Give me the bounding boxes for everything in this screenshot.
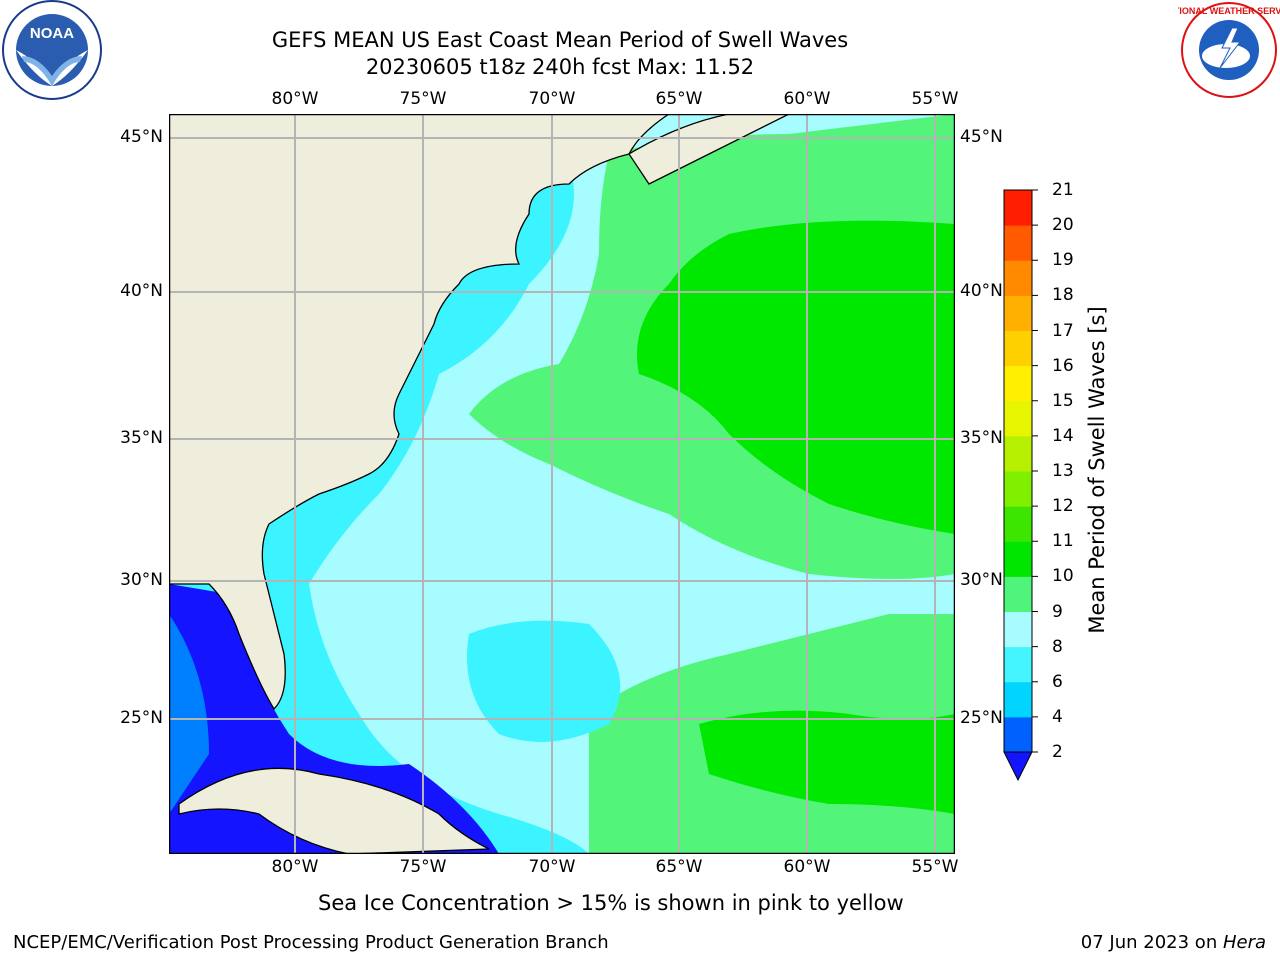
lat-label-right: 45°N	[960, 127, 1003, 147]
colorbar-segment	[1004, 471, 1032, 507]
footer-machine: Hera	[1222, 932, 1266, 953]
colorbar-segment	[1004, 716, 1032, 753]
colorbar-segment	[1004, 576, 1032, 612]
map-title: GEFS MEAN US East Coast Mean Period of S…	[271, 28, 849, 52]
nws-logo: NATIONAL WEATHER SERVICE	[1178, 2, 1280, 98]
lat-label-right: 35°N	[960, 428, 1003, 448]
colorbar-segment	[1004, 260, 1032, 296]
colorbar-tick-label: 13	[1052, 461, 1074, 481]
footer-branch: NCEP/EMC/Verification Post Processing Pr…	[13, 932, 609, 953]
colorbar-tick-label: 11	[1052, 531, 1074, 552]
lat-label-right: 40°N	[960, 281, 1003, 301]
lon-label-top: 80°W	[271, 89, 319, 109]
lon-label-bottom: 80°W	[271, 857, 319, 877]
colorbar-segment	[1004, 225, 1032, 261]
nws-logo-text: NATIONAL WEATHER SERVICE	[1178, 6, 1280, 16]
lon-label-bottom: 60°W	[783, 857, 831, 877]
noaa-logo-text: NOAA	[30, 25, 74, 42]
colorbar	[1003, 189, 1038, 782]
colorbar-tick-label: 21	[1052, 180, 1074, 200]
lon-label-bottom: 55°W	[911, 857, 959, 877]
colorbar-tick-label: 2	[1052, 742, 1063, 762]
colorbar-tick-label: 12	[1052, 496, 1074, 517]
sea-ice-caption: Sea Ice Concentration > 15% is shown in …	[318, 891, 904, 915]
lon-label-bottom: 65°W	[655, 857, 703, 877]
colorbar-extend-arrow	[1003, 751, 1033, 782]
map-frame	[169, 114, 955, 854]
noaa-logo: NOAA	[2, 0, 102, 100]
ocean-field-bright-green-core	[637, 220, 955, 534]
colorbar-tick-label: 15	[1052, 390, 1074, 411]
lat-label-left: 35°N	[120, 428, 163, 448]
lat-label-left: 45°N	[120, 127, 163, 147]
lat-label-left: 40°N	[120, 281, 163, 301]
colorbar-tick-label: 18	[1052, 285, 1074, 306]
footer-date: 07 Jun 2023 on Hera	[1081, 932, 1266, 953]
lon-label-top: 70°W	[528, 89, 576, 109]
ocean-field-bright-green-south	[699, 710, 955, 814]
colorbar-segment	[1004, 681, 1032, 718]
lat-label-right: 30°N	[960, 570, 1003, 590]
colorbar-segment	[1004, 400, 1032, 437]
ocean-field-south-patch	[467, 620, 621, 742]
lat-label-right: 25°N	[960, 708, 1003, 728]
colorbar-tick-label: 19	[1052, 250, 1074, 271]
colorbar-segment	[1004, 295, 1032, 331]
lon-label-top: 65°W	[655, 89, 703, 109]
colorbar-segment	[1004, 541, 1032, 577]
lat-label-left: 25°N	[120, 708, 163, 728]
colorbar-tick-label: 4	[1052, 706, 1063, 727]
colorbar-tick-label: 14	[1052, 425, 1074, 446]
lon-label-bottom: 75°W	[399, 857, 447, 877]
lon-label-top: 55°W	[911, 89, 959, 109]
land-nova-scotia	[628, 114, 790, 185]
lon-label-top: 60°W	[783, 89, 831, 109]
colorbar-segment	[1004, 611, 1032, 648]
colorbar-tick-label: 8	[1052, 636, 1063, 657]
colorbar-segment	[1004, 365, 1032, 402]
footer-date-text: 07 Jun 2023 on	[1080, 932, 1223, 953]
lon-label-top: 75°W	[399, 89, 447, 109]
colorbar-tick-label: 16	[1052, 355, 1074, 376]
colorbar-label: Mean Period of Swell Waves [s]	[1085, 306, 1109, 634]
colorbar-tick-label: 10	[1052, 566, 1074, 587]
swell-period-map	[169, 114, 955, 854]
lat-label-left: 30°N	[120, 570, 163, 590]
colorbar-tick-label: 9	[1052, 601, 1063, 622]
colorbar-tick-label: 20	[1052, 215, 1074, 236]
map-subtitle: 20230605 t18z 240h fcst Max: 11.52	[365, 55, 755, 79]
colorbar-segment	[1004, 190, 1032, 226]
colorbar-segment	[1004, 330, 1032, 367]
colorbar-segment	[1004, 435, 1032, 472]
colorbar-segment	[1004, 646, 1032, 683]
ocean-field-gulf-mid	[169, 614, 209, 814]
colorbar-segment	[1004, 506, 1032, 542]
land-cuba	[178, 767, 490, 854]
colorbar-tick-label: 17	[1052, 320, 1074, 341]
colorbar-tick-label: 6	[1052, 671, 1063, 692]
lon-label-bottom: 70°W	[528, 857, 576, 877]
